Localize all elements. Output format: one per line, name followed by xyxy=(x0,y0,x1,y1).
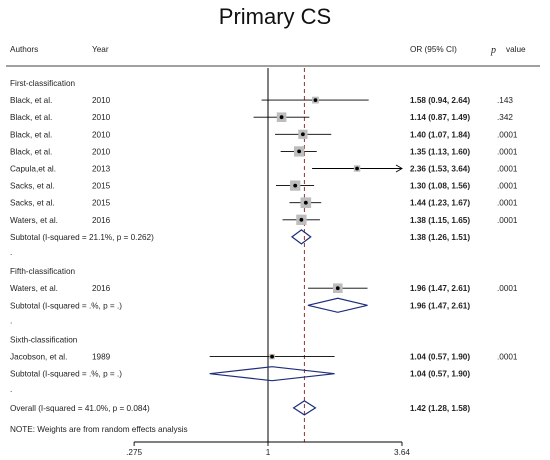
subtotal-or-ci: 1.38 (1.26, 1.51) xyxy=(410,233,470,242)
study-p-value: .0001 xyxy=(497,353,518,362)
study-or-ci: 1.38 (1.15, 1.65) xyxy=(410,216,470,225)
study-year: 2015 xyxy=(92,182,111,191)
point-estimate xyxy=(300,132,305,137)
study-p-value: .0001 xyxy=(497,165,518,174)
group-label: First-classification xyxy=(10,79,76,88)
study-author: Black, et al. xyxy=(10,96,52,105)
study-or-ci: 1.35 (1.13, 1.60) xyxy=(410,147,470,156)
study-p-value: .342 xyxy=(497,113,513,122)
study-year: 2010 xyxy=(92,113,111,122)
chart-marks: First-classification Black, et al. 2010 1.5… xyxy=(6,65,540,457)
study-p-value: .0001 xyxy=(497,216,518,225)
x-tick-label: 3.64 xyxy=(394,448,410,457)
study-author: Black, et al. xyxy=(10,130,52,139)
study-year: 1989 xyxy=(92,353,111,362)
header-or-ci: OR (95% CI) xyxy=(410,45,457,54)
study-year: 2010 xyxy=(92,147,111,156)
subtotal-diamond xyxy=(307,297,368,313)
study-or-ci: 1.30 (1.08, 1.56) xyxy=(410,182,470,191)
subtotal-label: Subtotal (I-squared = .%, p = .) xyxy=(10,301,122,310)
group-label: Sixth-classification xyxy=(10,336,78,345)
study-author: Jacobson, et al. xyxy=(10,353,67,362)
subtotal-diamond xyxy=(209,366,335,382)
study-year: 2016 xyxy=(92,216,111,225)
study-p-value: .0001 xyxy=(497,182,518,191)
subtotal-diamond xyxy=(290,229,312,245)
subtotal-or-ci: 1.04 (0.57, 1.90) xyxy=(410,370,470,379)
study-or-ci: 1.96 (1.47, 2.61) xyxy=(410,284,470,293)
study-author: Sacks, et al. xyxy=(10,199,55,208)
point-estimate xyxy=(297,149,302,154)
study-year: 2015 xyxy=(92,199,111,208)
study-author: Capula,et al. xyxy=(10,165,56,174)
header-value: value xyxy=(506,45,526,54)
header-year: Year xyxy=(92,45,109,54)
subtotal-label: Subtotal (I-squared = .%, p = .) xyxy=(10,370,122,379)
study-or-ci: 1.44 (1.23, 1.67) xyxy=(410,199,470,208)
point-estimate xyxy=(355,166,359,171)
subtotal-or-ci: 1.96 (1.47, 2.61) xyxy=(410,301,470,310)
footnote: NOTE: Weights are from random effects an… xyxy=(10,425,188,434)
ci-arrow xyxy=(395,164,403,173)
study-author: Sacks, et al. xyxy=(10,182,55,191)
point-estimate xyxy=(279,115,284,120)
study-p-value: .143 xyxy=(497,96,513,105)
chart-title: Primary CS xyxy=(219,4,331,29)
x-tick-label: 1 xyxy=(266,448,271,457)
study-or-ci: 1.14 (0.87, 1.49) xyxy=(410,113,470,122)
study-author: Waters, et al. xyxy=(10,216,58,225)
study-author: Black, et al. xyxy=(10,113,52,122)
spacer-dot: . xyxy=(10,385,12,394)
subtotal-label: Subtotal (I-squared = 21.1%, p = 0.262) xyxy=(10,233,154,242)
point-estimate xyxy=(313,98,318,102)
overall-diamond xyxy=(292,400,317,416)
spacer-dot: . xyxy=(10,248,12,257)
study-year: 2010 xyxy=(92,96,111,105)
study-year: 2010 xyxy=(92,130,111,139)
spacer-dot: . xyxy=(10,316,12,325)
header-authors: Authors xyxy=(10,45,38,54)
study-or-ci: 2.36 (1.53, 3.64) xyxy=(410,165,470,174)
overall-or-ci: 1.42 (1.28, 1.58) xyxy=(410,404,470,413)
point-estimate xyxy=(303,200,308,205)
study-author: Black, et al. xyxy=(10,147,52,156)
study-author: Waters, et al. xyxy=(10,284,58,293)
point-estimate xyxy=(299,217,304,222)
study-p-value: .0001 xyxy=(497,147,518,156)
point-estimate xyxy=(335,286,340,291)
study-or-ci: 1.04 (0.57, 1.90) xyxy=(410,353,470,362)
study-p-value: .0001 xyxy=(497,130,518,139)
x-tick-label: .275 xyxy=(126,448,142,457)
point-estimate xyxy=(293,183,298,188)
header-p: p xyxy=(490,45,496,56)
study-or-ci: 1.40 (1.07, 1.84) xyxy=(410,130,470,139)
point-estimate xyxy=(270,354,274,359)
study-or-ci: 1.58 (0.94, 2.64) xyxy=(410,96,470,105)
study-p-value: .0001 xyxy=(497,284,518,293)
group-label: Fifth-classification xyxy=(10,267,76,276)
overall-label: Overall (I-squared = 41.0%, p = 0.084) xyxy=(10,404,150,413)
study-year: 2013 xyxy=(92,165,111,174)
study-p-value: .0001 xyxy=(497,199,518,208)
study-year: 2016 xyxy=(92,284,111,293)
